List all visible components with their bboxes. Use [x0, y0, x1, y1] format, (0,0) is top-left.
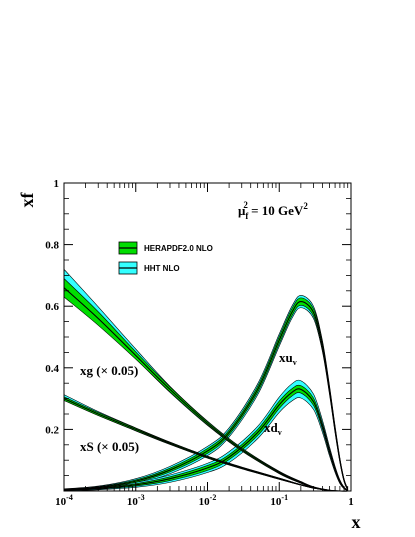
label-xdv: xdv [264, 420, 282, 437]
x-tick-label: 10-2 [199, 493, 217, 508]
y-tick-label: 0.6 [45, 301, 59, 313]
scale-annotation-text: = 10 GeV [248, 203, 304, 218]
scale-annotation: μf2 = 10 GeV2 [238, 200, 308, 221]
legend-entry-herapdf: HERAPDF2.0 NLO [118, 241, 213, 255]
band-herapdf2-0-nlo-xd-v [63, 384, 349, 492]
label-xg: xg (× 0.05) [80, 363, 138, 378]
x-tick-label: 10-4 [55, 493, 73, 508]
legend-label-hht: HHT NLO [144, 264, 180, 273]
y-axis-title: xf [17, 192, 37, 208]
y-tick-label: 1 [54, 178, 60, 190]
y-tick-label: 0.2 [45, 424, 59, 436]
legend-entry-hht: HHT NLO [118, 261, 180, 275]
legend-label-herapdf: HERAPDF2.0 NLO [144, 244, 213, 253]
x-axis-title: x [352, 512, 361, 532]
x-tick-label: 10-1 [270, 493, 288, 508]
scale-annotation-sub: f [245, 211, 249, 221]
label-xuv: xuv [279, 350, 297, 367]
line-herapdf2-0-nlo-xs-0-05 [63, 398, 348, 492]
x-tick-label: 10-3 [127, 493, 145, 508]
x-axis: 10-4 10-3 10-2 10-1 1 [55, 183, 354, 508]
label-xs: xS (× 0.05) [80, 439, 139, 454]
band-hht-nlo-xd-v [63, 379, 349, 492]
line-herapdf2-0-nlo-xu-v [63, 301, 349, 491]
legend: HERAPDF2.0 NLO HHT NLO [118, 241, 213, 275]
y-tick-label: 0.8 [45, 240, 59, 252]
scale-annotation-sup: 2 [243, 200, 248, 210]
scale-annotation-sup2: 2 [303, 201, 308, 211]
y-axis: 0.2 0.4 0.6 0.8 1 [45, 178, 351, 492]
y-tick-label: 0.4 [45, 363, 59, 375]
line-herapdf2-0-nlo-xd-v [63, 388, 349, 491]
x-tick-label: 1 [348, 496, 354, 508]
scale-annotation-prefix: μ [238, 203, 246, 218]
